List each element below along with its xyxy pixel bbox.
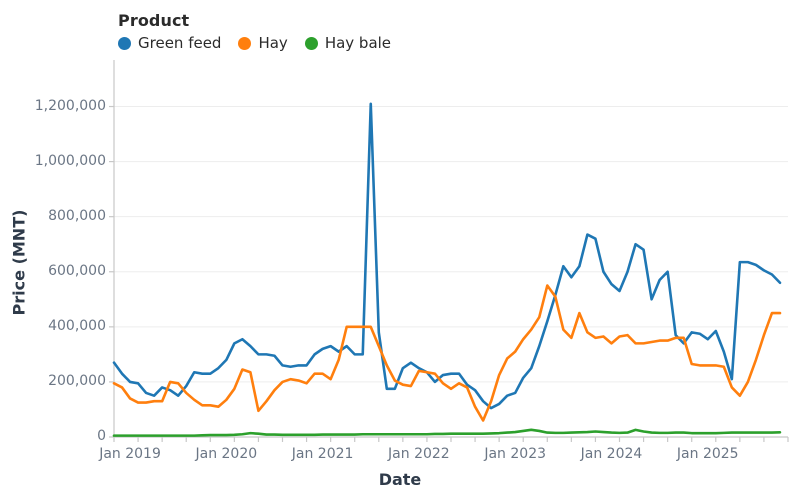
x-tick-label: Jan 2022 xyxy=(388,446,450,462)
x-tick-label: Jan 2020 xyxy=(195,446,258,462)
series-line-green-feed xyxy=(112,102,782,410)
chart-legend: Product Green feed Hay Hay bale xyxy=(118,12,391,51)
x-tick-label: Jan 2019 xyxy=(99,446,161,462)
x-tick-label: Jan 2024 xyxy=(580,446,643,462)
legend-item-hay-bale[interactable]: Hay bale xyxy=(304,34,392,52)
legend-item-label: Hay xyxy=(258,34,288,52)
x-tick-label: Jan 2025 xyxy=(676,446,739,462)
y-tick-label: 0 xyxy=(97,428,106,444)
y-tick-label: 1,200,000 xyxy=(34,97,106,114)
legend-title: Product xyxy=(118,11,190,30)
x-tick-label: Jan 2023 xyxy=(484,446,547,462)
legend-item-green-feed[interactable]: Green feed xyxy=(118,35,221,51)
y-tick-label: 800,000 xyxy=(48,207,106,224)
x-tick-label: Jan 2021 xyxy=(291,446,354,462)
y-tick-label: 400,000 xyxy=(48,317,106,334)
x-axis-title: Date xyxy=(378,470,422,489)
series-line-hay-bale xyxy=(112,428,782,437)
legend-item-label: Hay bale xyxy=(324,34,392,52)
circle-swatch-icon xyxy=(118,36,131,50)
series-line-hay xyxy=(112,284,782,422)
legend-item-hay[interactable]: Hay xyxy=(238,34,288,52)
legend-item-list: Green feed Hay Hay bale xyxy=(118,35,391,51)
circle-swatch-icon xyxy=(304,36,318,50)
y-tick-label: 600,000 xyxy=(48,262,106,279)
y-tick-label: 200,000 xyxy=(48,372,106,389)
circle-swatch-icon xyxy=(238,36,252,50)
legend-item-label: Green feed xyxy=(138,34,222,52)
y-tick-label: 1,000,000 xyxy=(34,152,106,169)
